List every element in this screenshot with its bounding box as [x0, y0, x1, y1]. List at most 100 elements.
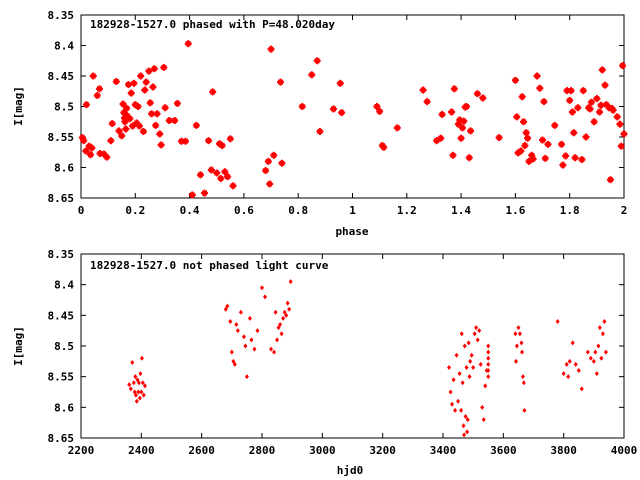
phased-data-point	[218, 142, 226, 150]
phased-data-point	[120, 114, 128, 122]
phased-data-point	[80, 137, 88, 145]
unphased-data-point	[486, 355, 491, 361]
unphased-data-point	[517, 331, 522, 337]
phased-x-axis-label: phase	[335, 225, 368, 238]
unphased-data-point	[469, 352, 474, 358]
unphased-data-point	[139, 389, 144, 395]
phased-data-point	[495, 134, 503, 142]
phased-data-point	[620, 130, 628, 138]
unphased-data-point	[462, 432, 467, 438]
phased-data-point	[134, 103, 142, 110]
unphased-data-point	[275, 337, 280, 343]
phased-y-tick-label: 8.55	[48, 131, 75, 144]
unphased-x-tick-label: 2800	[249, 444, 276, 457]
phased-data-point	[119, 100, 127, 108]
phased-data-point	[88, 144, 96, 152]
phased-data-point	[121, 118, 129, 126]
phased-x-tick-label: 1.2	[397, 204, 417, 217]
unphased-data-point	[474, 325, 479, 331]
phased-data-point	[188, 191, 196, 199]
unphased-data-point	[142, 383, 147, 389]
unphased-data-point	[140, 380, 145, 386]
unphased-x-axis-label: hjd0	[337, 464, 364, 477]
unphased-data-point	[471, 364, 476, 370]
phased-data-point	[616, 120, 624, 128]
phased-data-point	[139, 128, 147, 136]
phased-data-point	[533, 72, 541, 80]
unphased-data-point	[576, 368, 581, 374]
phased-data-point	[226, 135, 234, 143]
phased-data-point	[419, 86, 427, 94]
unphased-data-point	[579, 386, 584, 392]
phased-x-tick-label: 1.8	[560, 204, 580, 217]
phased-data-point	[529, 155, 537, 163]
phased-data-point	[177, 137, 185, 145]
unphased-data-point	[481, 417, 486, 423]
phased-data-points	[78, 40, 628, 199]
unphased-data-point	[570, 340, 575, 346]
unphased-data-point	[459, 331, 464, 337]
unphased-chart-title: 182928-1527.0 not phased light curve	[90, 259, 329, 272]
phased-data-point	[336, 79, 344, 87]
phased-data-point	[579, 87, 587, 95]
unphased-data-point	[599, 355, 604, 361]
unphased-data-point	[466, 340, 471, 346]
phased-y-axis-label: I[mag]	[12, 86, 25, 126]
phased-data-point	[524, 134, 532, 142]
unphased-data-point	[514, 343, 519, 349]
unphased-data-point	[260, 285, 264, 291]
unphased-data-point	[459, 407, 464, 413]
unphased-data-point	[465, 429, 470, 435]
phased-data-point	[205, 137, 213, 145]
unphased-data-point	[468, 358, 473, 364]
phased-data-point	[373, 103, 381, 110]
unphased-data-point	[472, 331, 477, 337]
unphased-data-point	[284, 312, 289, 318]
phased-data-point	[525, 157, 533, 165]
unphased-data-point	[133, 374, 138, 380]
unphased-data-point	[249, 337, 254, 343]
phased-y-tick-label: 8.5	[54, 101, 74, 114]
phased-data-point	[129, 122, 137, 130]
unphased-data-point	[567, 358, 572, 364]
phased-data-point	[118, 132, 126, 140]
phased-data-point	[460, 117, 468, 125]
phased-data-point	[558, 140, 566, 148]
phased-data-point	[593, 95, 601, 103]
unphased-data-point	[279, 331, 284, 337]
phased-data-point	[146, 99, 154, 107]
phased-data-point	[100, 150, 108, 158]
phased-data-point	[329, 105, 337, 113]
phased-data-point	[192, 121, 200, 129]
unphased-data-point	[588, 355, 593, 361]
phased-x-tick-label: 0.2	[125, 204, 145, 217]
phased-data-point	[617, 142, 625, 150]
phased-data-point	[224, 173, 232, 181]
phased-data-point	[82, 101, 90, 109]
phased-data-point	[541, 154, 549, 162]
unphased-data-point	[522, 407, 527, 413]
unphased-data-point	[477, 328, 482, 334]
unphased-data-points	[127, 279, 608, 438]
phased-data-point	[313, 57, 321, 65]
unphased-data-point	[478, 361, 483, 367]
phased-data-point	[215, 140, 223, 148]
phased-data-point	[536, 84, 544, 92]
unphased-data-point	[127, 382, 132, 388]
unphased-data-point	[131, 380, 136, 386]
phased-data-point	[454, 120, 462, 128]
phased-data-point	[539, 136, 547, 144]
unphased-x-tick-label: 2600	[188, 444, 215, 457]
phased-x-tick-label: 2	[621, 204, 628, 217]
phased-data-point	[606, 176, 614, 184]
unphased-x-tick-label: 2200	[68, 444, 95, 457]
phased-data-point	[458, 124, 466, 132]
unphased-x-tick-label: 3000	[309, 444, 336, 457]
phased-data-point	[298, 103, 306, 110]
phased-y-tick-label: 8.45	[48, 70, 75, 83]
phased-data-point	[112, 77, 120, 85]
unphased-data-point	[225, 303, 230, 309]
phased-data-point	[89, 72, 97, 80]
unphased-data-point	[603, 349, 608, 355]
